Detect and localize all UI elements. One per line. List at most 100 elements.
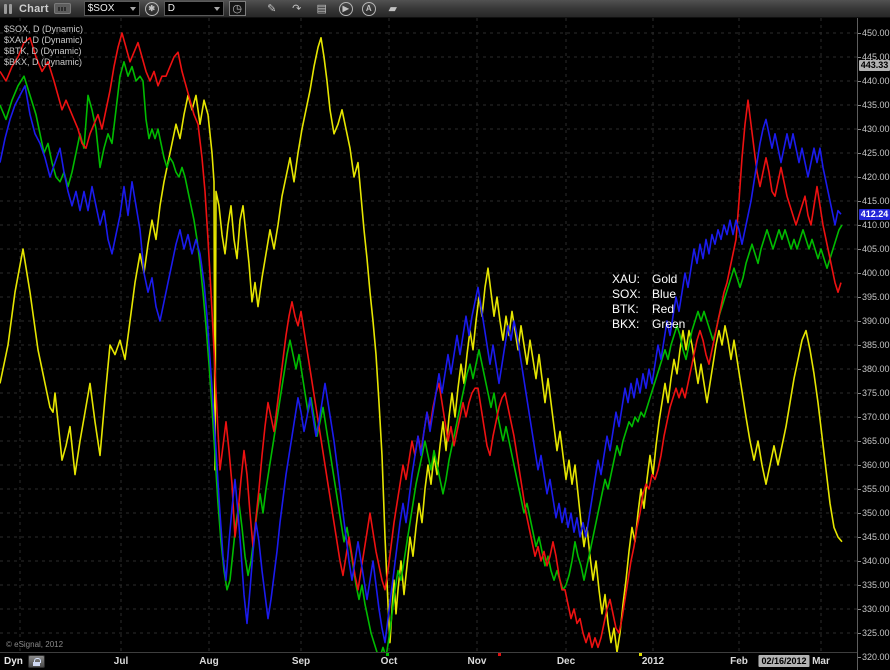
price-tick — [858, 464, 861, 466]
month-label: Sep — [291, 656, 311, 667]
price-tick — [858, 488, 861, 490]
price-tick — [858, 368, 861, 370]
price-label: 360.00 — [862, 460, 890, 470]
chevron-down-icon[interactable] — [213, 6, 220, 11]
letter-a-circle-icon[interactable]: A — [361, 1, 376, 16]
quote-board-icon[interactable]: ▤ — [316, 2, 327, 15]
cursor-price-badge: 443.33 — [859, 59, 890, 71]
play-circle-icon[interactable]: ▶ — [338, 1, 353, 16]
symbol-combobox[interactable]: $SOX — [83, 1, 140, 16]
legend-item[interactable]: $SOX, D (Dynamic) — [4, 24, 84, 34]
price-tick — [858, 128, 861, 130]
interval-clock-icon[interactable]: ◷ — [228, 1, 246, 16]
toolbar-icons-after-symbol: ✱ — [144, 1, 159, 16]
dyn-label: Dyn — [4, 656, 23, 667]
price-tick — [858, 152, 861, 154]
price-tick — [858, 32, 861, 34]
price-tick — [858, 224, 861, 226]
copyright-text: © eSignal, 2012 — [6, 640, 64, 649]
refresh-arrow-icon[interactable]: ↷ — [292, 2, 302, 15]
price-label: 340.00 — [862, 556, 890, 566]
price-label: 440.00 — [862, 76, 890, 86]
price-tick — [858, 560, 861, 562]
price-label: 385.00 — [862, 340, 890, 350]
chart-canvas[interactable]: $SOX, D (Dynamic) $XAU, D (Dynamic) $BTK, … — [0, 18, 857, 652]
time-axis[interactable]: Dyn Jul Aug Sep Oct Nov Dec 2012 Feb Mar 02/16/20… — [0, 652, 857, 670]
month-label: Mar — [812, 656, 830, 667]
price-label: 450.00 — [862, 28, 890, 38]
legend-item[interactable]: $BKX, D (Dynamic) — [4, 57, 83, 67]
price-tick — [858, 608, 861, 610]
month-label: 2012 — [641, 656, 665, 667]
price-label: 350.00 — [862, 508, 890, 518]
price-tick — [858, 584, 861, 586]
price-label: 425.00 — [862, 148, 890, 158]
price-label: 405.00 — [862, 244, 890, 254]
eraser-icon[interactable]: ▰ — [388, 2, 397, 15]
price-tick — [858, 248, 861, 250]
price-tick — [858, 272, 861, 274]
month-label: Oct — [380, 656, 398, 667]
price-tick — [858, 656, 861, 658]
interval-combobox[interactable]: D — [163, 1, 224, 16]
price-label: 345.00 — [862, 532, 890, 542]
toolbar-icons-after-interval: ◷ — [228, 1, 246, 16]
window-icon — [4, 3, 12, 14]
month-label: Jul — [113, 656, 129, 667]
price-tick — [858, 56, 861, 58]
price-tick — [858, 320, 861, 322]
axis-marker-dot — [386, 653, 389, 656]
color-key-line: XAU: Gold — [612, 272, 678, 286]
price-label: 375.00 — [862, 388, 890, 398]
axis-marker-dot — [498, 653, 501, 656]
price-label: 325.00 — [862, 628, 890, 638]
color-key-line: SOX: Blue — [612, 287, 677, 301]
price-plot — [0, 18, 857, 652]
series-line-btk — [0, 32, 842, 649]
color-key-annotation: XAU: Gold SOX: Blue BTK: Red BKX: Green — [612, 272, 685, 332]
color-key-line: BTK: Red — [612, 302, 675, 316]
price-label: 430.00 — [862, 124, 890, 134]
month-label: Feb — [730, 656, 748, 667]
draw-pencil-icon[interactable]: ✎ — [267, 2, 277, 15]
month-label: Nov — [467, 656, 487, 667]
series-line-xau — [0, 36, 843, 652]
price-label: 395.00 — [862, 292, 890, 302]
lock-icon — [34, 658, 41, 663]
price-tick — [858, 80, 861, 82]
window-title: Chart — [19, 2, 49, 15]
cursor-date-badge: 02/16/2012 — [758, 655, 810, 667]
axis-marker-dot — [639, 653, 642, 656]
price-label: 400.00 — [862, 268, 890, 278]
price-label: 370.00 — [862, 412, 890, 422]
price-tick — [858, 536, 861, 538]
price-label: 365.00 — [862, 436, 890, 446]
price-label: 435.00 — [862, 100, 890, 110]
lock-scale-button[interactable] — [28, 655, 45, 668]
color-key-line: BKX: Green — [612, 317, 686, 331]
month-label: Aug — [199, 656, 219, 667]
legend-item[interactable]: $BTK, D (Dynamic) — [4, 46, 82, 56]
last-price-badge: 412.24 — [859, 208, 890, 220]
price-label: 390.00 — [862, 316, 890, 326]
price-tick — [858, 176, 861, 178]
chevron-down-icon[interactable] — [129, 6, 136, 11]
legend-item[interactable]: $XAU, D (Dynamic) — [4, 35, 83, 45]
series-line-sox — [0, 85, 842, 644]
price-label: 335.00 — [862, 580, 890, 590]
price-label: 445.00 — [862, 52, 890, 62]
price-label: 355.00 — [862, 484, 890, 494]
price-axis[interactable]: 450.00 445.00 440.00 435.00 430.00 425.00 420.… — [857, 18, 890, 670]
price-tick — [858, 392, 861, 394]
price-tick — [858, 104, 861, 106]
price-tick — [858, 344, 861, 346]
price-tick — [858, 440, 861, 442]
price-label: 320.00 — [862, 652, 890, 662]
series-line-bkx — [0, 60, 843, 652]
price-label: 420.00 — [862, 172, 890, 182]
month-label: Dec — [556, 656, 576, 667]
price-tick — [858, 200, 861, 202]
symbol-lookup-gear-icon[interactable]: ✱ — [144, 1, 159, 16]
price-tick — [858, 512, 861, 514]
